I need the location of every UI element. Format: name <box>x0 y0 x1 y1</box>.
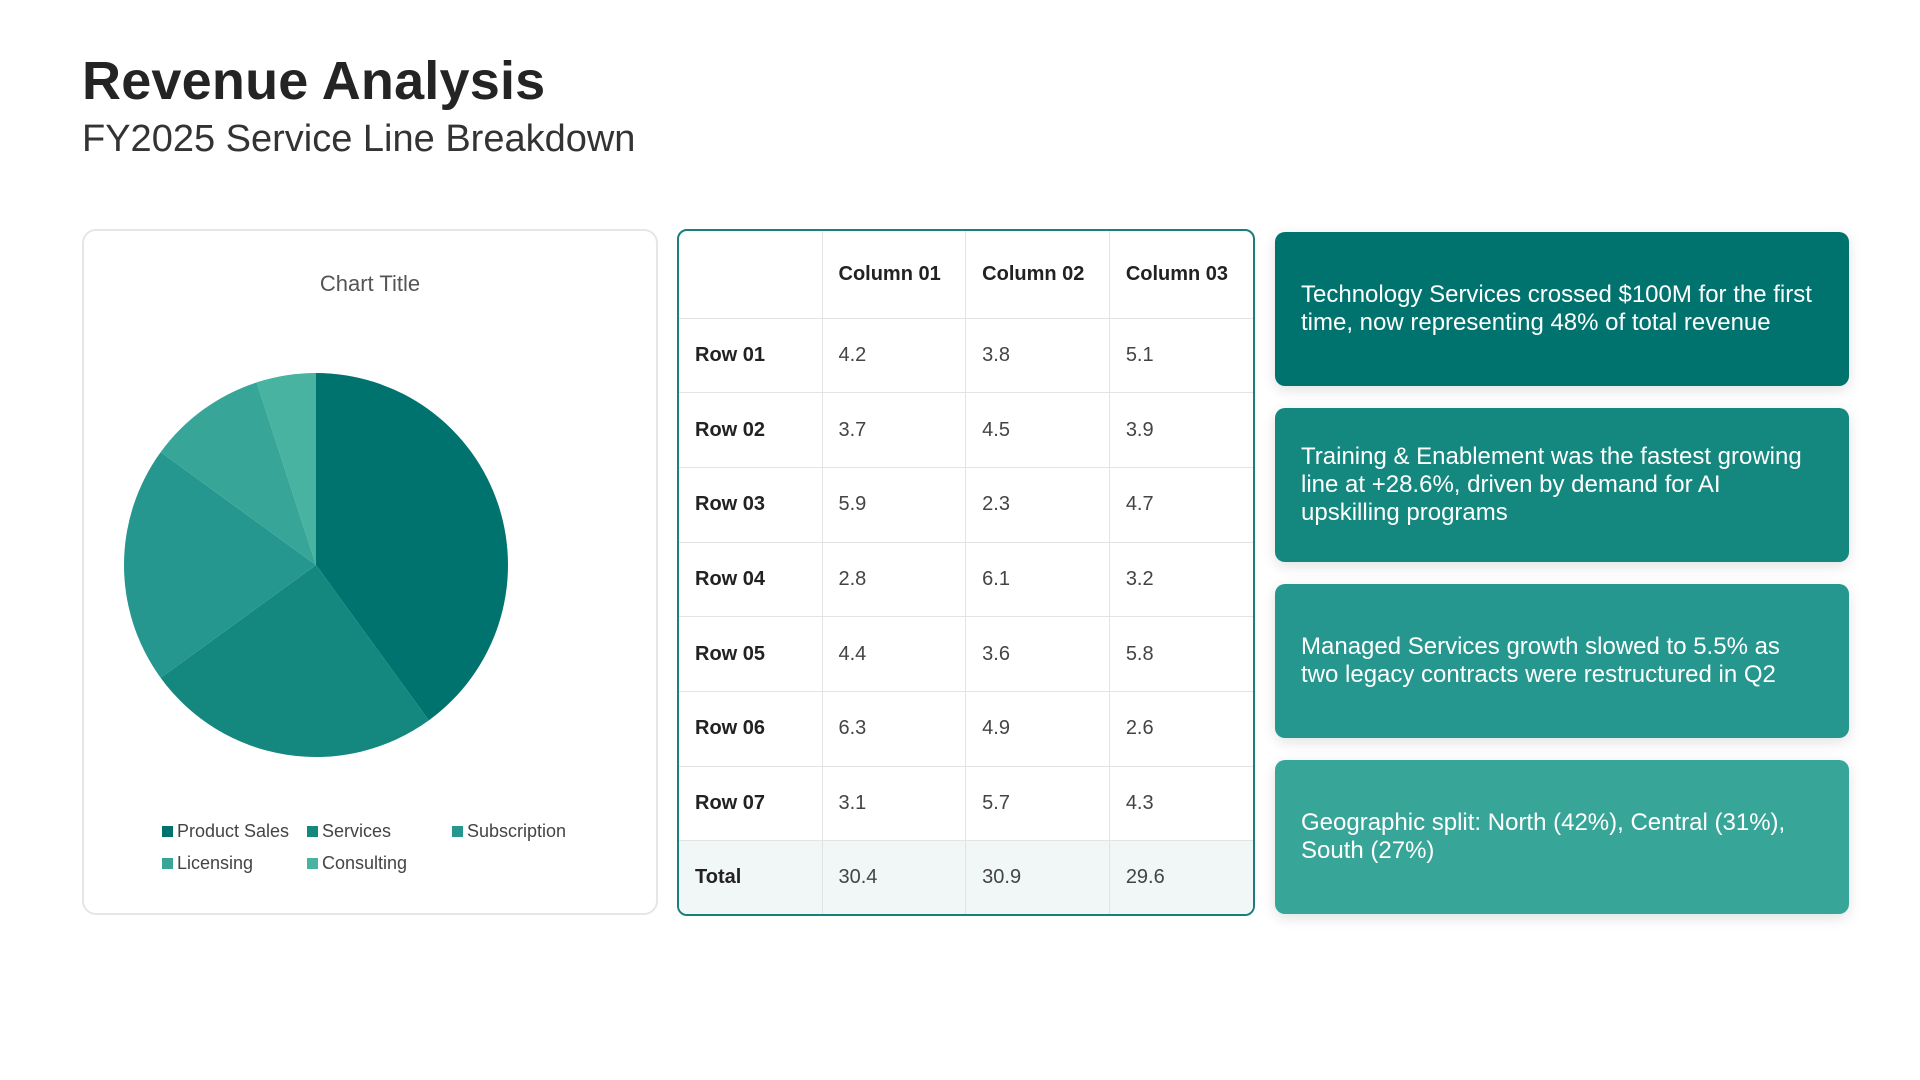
table-cell: 3.2 <box>1109 542 1253 618</box>
table-cell: 3.6 <box>965 616 1110 692</box>
legend-label: Services <box>322 821 392 841</box>
table-cell: 3.9 <box>1109 392 1253 468</box>
chart-title: Chart Title <box>319 271 421 296</box>
table-cell: 29.6 <box>1109 840 1253 914</box>
legend-item-product-sales: Product Sales <box>162 821 289 842</box>
pie-slice-licensing <box>160 382 316 565</box>
table-row-label: Row 04 <box>679 542 823 618</box>
table-cell: 4.7 <box>1109 467 1253 543</box>
table-row-label: Row 07 <box>679 766 823 842</box>
table-row-label: Row 01 <box>679 318 823 394</box>
insight-card-2: Training & Enablement was the fastest gr… <box>1275 408 1849 562</box>
legend-item-consulting: Consulting <box>307 853 407 874</box>
table-cell: 5.9 <box>822 467 967 543</box>
legend-swatch <box>162 826 173 837</box>
legend-label: Product Sales <box>177 821 290 841</box>
insight-card-1: Technology Services crossed $100M for th… <box>1275 232 1849 386</box>
legend-item-subscription: Subscription <box>452 821 566 842</box>
table-header-cell: Column 03 <box>1109 231 1253 319</box>
page-subtitle: FY2025 Service Line Breakdown <box>82 118 636 160</box>
table-header-cell <box>679 231 823 319</box>
data-table-container: Column 01 Column 02 Column 03 Row 01 4.2 3… <box>677 229 1255 916</box>
legend-swatch <box>307 826 318 837</box>
table-cell: 4.3 <box>1109 766 1253 842</box>
table-cell: 5.8 <box>1109 616 1253 692</box>
pie-slice-product-sales <box>316 373 509 721</box>
table-row: Row 02 3.7 4.5 3.9 <box>679 392 1253 468</box>
table-total-row: Total 30.4 30.9 29.6 <box>679 840 1253 914</box>
table-cell: 3.8 <box>965 318 1110 394</box>
table-row-label: Row 06 <box>679 691 823 767</box>
table-cell: 3.7 <box>822 392 967 468</box>
table-row: Row 05 4.4 3.6 5.8 <box>679 616 1253 692</box>
pie-slice-consulting <box>256 373 316 565</box>
table-row: Row 03 5.9 2.3 4.7 <box>679 467 1253 543</box>
table-cell: 4.9 <box>965 691 1110 767</box>
legend-item-licensing: Licensing <box>162 853 253 874</box>
table-cell: 5.7 <box>965 766 1110 842</box>
table-row: Row 01 4.2 3.8 5.1 <box>679 318 1253 394</box>
table-header-row: Column 01 Column 02 Column 03 <box>679 231 1253 319</box>
legend-swatch <box>307 858 318 869</box>
table-cell: 4.5 <box>965 392 1110 468</box>
table-cell: 3.1 <box>822 766 967 842</box>
table-cell: 5.1 <box>1109 318 1253 394</box>
table-cell: 30.9 <box>965 840 1110 914</box>
table-header-cell: Column 02 <box>965 231 1110 319</box>
table-row-label: Row 03 <box>679 467 823 543</box>
legend-label: Subscription <box>467 821 567 841</box>
table-row-label: Row 05 <box>679 616 823 692</box>
insight-card-4: Geographic split: North (42%), Central (… <box>1275 760 1849 914</box>
pie-chart-card: Chart Title Product Sales Services Subscri… <box>82 229 658 915</box>
pie-slice-subscription <box>123 452 316 678</box>
table-row: Row 04 2.8 6.1 3.2 <box>679 542 1253 618</box>
table-cell: 4.4 <box>822 616 967 692</box>
legend-item-services: Services <box>307 821 391 842</box>
insight-card-3: Managed Services growth slowed to 5.5% a… <box>1275 584 1849 738</box>
table-row: Row 07 3.1 5.7 4.3 <box>679 766 1253 842</box>
legend-label: Licensing <box>177 853 254 873</box>
table-cell: 2.6 <box>1109 691 1253 767</box>
legend-label: Consulting <box>322 853 408 873</box>
legend-swatch <box>162 858 173 869</box>
data-table: Column 01 Column 02 Column 03 Row 01 4.2 3… <box>679 231 1253 914</box>
table-cell: 6.3 <box>822 691 967 767</box>
pie-chart <box>123 373 509 757</box>
table-cell: 6.1 <box>965 542 1110 618</box>
table-row-label: Row 02 <box>679 392 823 468</box>
table-cell: 2.3 <box>965 467 1110 543</box>
page-title: Revenue Analysis <box>82 51 546 111</box>
legend-swatch <box>452 826 463 837</box>
table-cell: 2.8 <box>822 542 967 618</box>
table-cell: 4.2 <box>822 318 967 394</box>
pie-slice-services <box>160 565 429 757</box>
table-header-cell: Column 01 <box>822 231 967 319</box>
table-cell: 30.4 <box>822 840 967 914</box>
table-row-label: Total <box>679 840 823 914</box>
table-row: Row 06 6.3 4.9 2.6 <box>679 691 1253 767</box>
